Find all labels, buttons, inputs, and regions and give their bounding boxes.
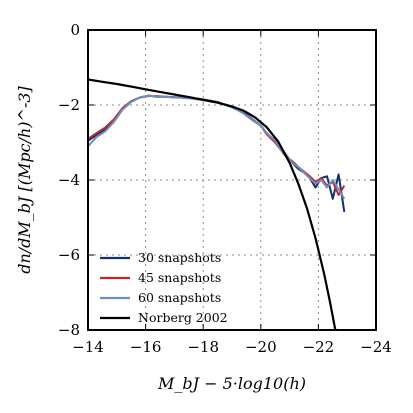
axis-ticks: −14 −16 −18 −20 −22 −24 0 −2 −4 −6 −8 (58, 21, 392, 356)
y-tick-label: −8 (58, 321, 80, 339)
x-axis-label: M_bJ − 5·log10(h) (157, 374, 306, 393)
x-tick-label: −24 (360, 338, 392, 356)
series-line-3 (88, 94, 346, 200)
x-tick-label: −20 (245, 338, 277, 356)
series-line-1 (88, 94, 346, 213)
series-lines (88, 78, 346, 330)
y-tick-label: −2 (58, 96, 80, 114)
x-tick-label: −22 (303, 338, 335, 356)
legend-label: 60 snapshots (138, 290, 221, 305)
x-tick-label: −18 (187, 338, 219, 356)
y-axis-label: dn/dM_bJ [(Mpc/h)^-3] (15, 85, 34, 273)
y-tick-label: −4 (58, 171, 80, 189)
x-tick-label: −14 (72, 338, 104, 356)
legend: 30 snapshots 45 snapshots 60 snapshots Norb… (100, 250, 228, 325)
legend-label: 45 snapshots (138, 270, 221, 285)
y-tick-label: −6 (58, 246, 80, 264)
x-tick-label: −16 (130, 338, 162, 356)
series-line-4 (88, 78, 337, 330)
legend-label: Norberg 2002 (138, 310, 228, 325)
y-tick-label: 0 (70, 21, 80, 39)
legend-label: 30 snapshots (138, 250, 221, 265)
